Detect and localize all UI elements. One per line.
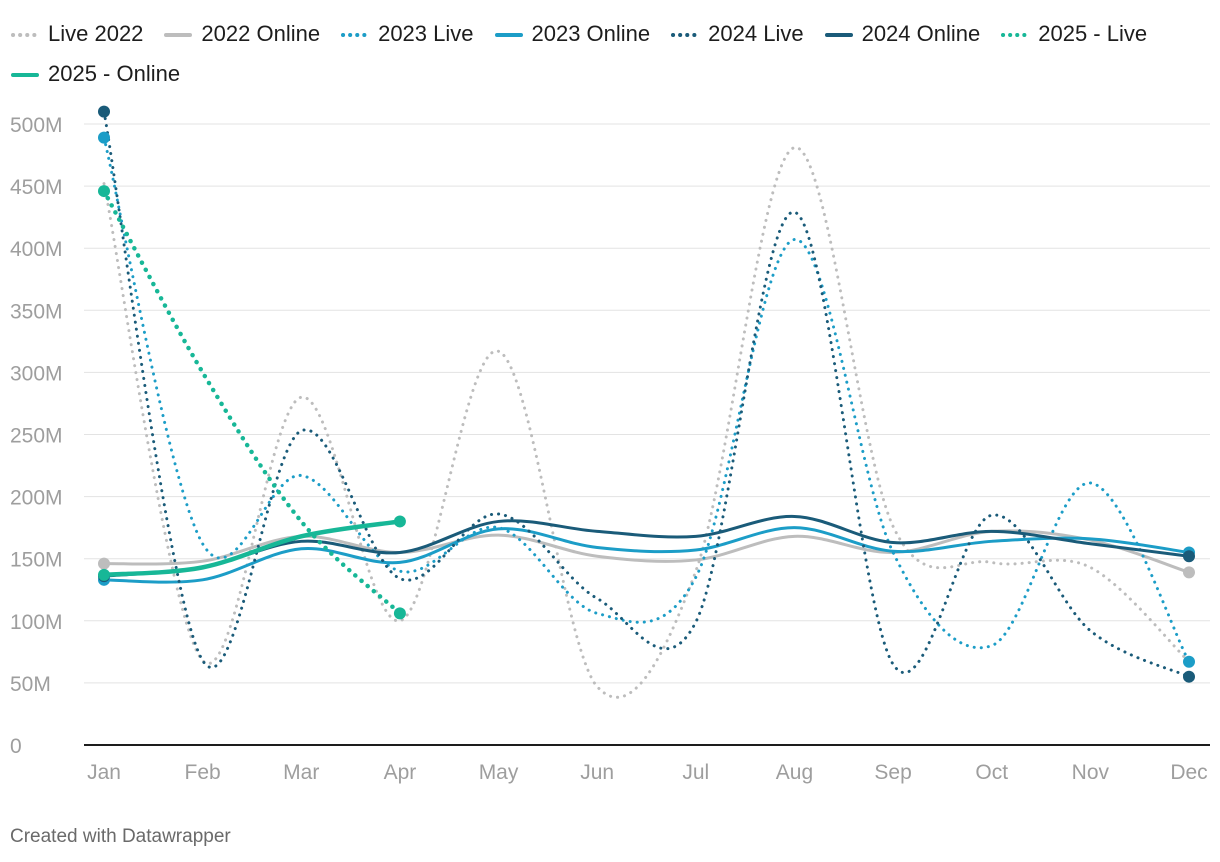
x-tick-label: Aug [776,761,813,784]
series-line-2025-online [101,519,403,578]
y-tick-label: 200M [10,487,63,510]
legend-item-2025-online: 2025 - Online [10,54,180,94]
x-tick-label: Jul [682,761,709,784]
point-2025-live [98,185,110,198]
series-line-2025-live [101,188,403,616]
y-tick-label: 500M [10,114,63,137]
legend-item-2024-online: 2024 Online [824,14,981,54]
legend-swatch [824,33,853,38]
point-2025-online [98,568,110,581]
x-tick-label: Nov [1072,761,1110,784]
y-tick-label: 0 [10,735,22,758]
series-line-2023-live [102,136,1191,664]
y-tick-label: 450M [10,176,63,199]
legend-label: 2024 Live [708,21,804,46]
series-line-live-2022 [102,146,1191,699]
series-line-2024-online [102,514,1191,578]
point-2024-live [98,105,110,118]
x-tick-label: Dec [1170,761,1207,784]
legend-label: 2025 - Online [48,61,181,86]
legend-swatch [11,73,39,78]
legend-item-2022-online: 2022 Online [163,14,320,54]
chart-legend: Live 2022 2022 Online 2023 Live 2023 Online… [10,14,1210,94]
x-axis: Jan Feb Mar Apr May Jun Jul Aug Sep Oct Nov Dec [84,744,1210,784]
y-tick-label: 300M [10,362,63,385]
legend-swatch [1001,33,1030,38]
credit-text: Created with Datawrapper [10,826,231,847]
y-tick-label: 350M [10,300,63,323]
point-2022-online [1183,566,1195,579]
x-tick-label: Sep [874,761,911,784]
legend-item-2025-live: 2025 - Live [1000,14,1147,54]
x-tick-label: Jan [87,761,121,784]
legend-swatch [164,33,193,38]
legend-item-2024-live: 2024 Live [670,14,804,54]
point-2022-online [98,557,110,570]
point-2025-live [393,607,406,620]
gridlines [84,123,1210,684]
series-line-2024-live [102,110,1191,679]
y-tick-label: 150M [10,549,63,572]
legend-swatch [494,33,523,38]
x-tick-label: Jun [580,761,614,784]
y-axis: 0 50M 100M 150M 200M 250M 300M 350M 400M 450M 500M [10,114,63,758]
x-tick-label: Feb [185,761,221,784]
y-tick-label: 50M [10,673,51,696]
legend-label: 2024 Online [861,21,981,46]
y-tick-label: 250M [10,425,63,448]
series-end-markers [98,105,1195,683]
legend-item-2023-online: 2023 Online [494,14,651,54]
legend-label: 2022 Online [201,21,321,46]
x-tick-label: Apr [384,761,417,784]
legend-label: Live 2022 [48,21,144,46]
legend-label: 2023 Online [531,21,651,46]
point-2024-live [1183,670,1195,683]
series-lines [101,110,1191,699]
point-2023-live [1183,655,1195,668]
x-tick-label: May [479,761,519,784]
point-2025-online [393,515,406,528]
legend-item-live-2022: Live 2022 [10,14,143,54]
point-2023-live [98,131,110,144]
legend-item-2023-live: 2023 Live [340,14,474,54]
point-2024-online [1183,550,1195,563]
legend-swatch [341,33,370,38]
x-tick-label: Oct [975,761,1008,784]
legend-swatch [11,33,39,38]
legend-label: 2025 - Live [1038,21,1148,46]
series-line-2023-online [102,526,1191,584]
legend-swatch [671,33,700,38]
y-tick-label: 100M [10,611,63,634]
x-tick-label: Mar [283,761,319,784]
legend-label: 2023 Live [378,21,474,46]
y-tick-label: 400M [10,238,63,261]
